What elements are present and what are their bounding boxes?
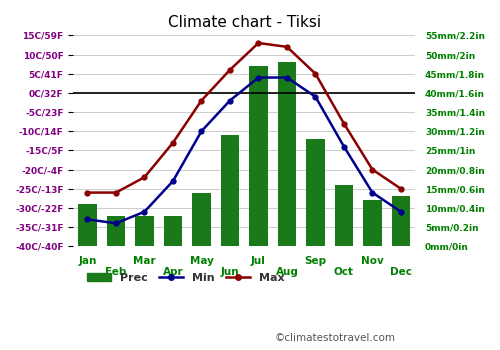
Bar xyxy=(164,216,182,246)
Text: Jul: Jul xyxy=(251,256,266,266)
Title: Climate chart - Tiksi: Climate chart - Tiksi xyxy=(168,15,321,30)
Bar xyxy=(192,193,210,246)
Bar xyxy=(334,185,353,246)
Text: Dec: Dec xyxy=(390,267,412,277)
Text: Mar: Mar xyxy=(133,256,156,266)
Bar xyxy=(249,66,268,246)
Text: Nov: Nov xyxy=(361,256,384,266)
Bar xyxy=(135,216,154,246)
Text: Jan: Jan xyxy=(78,256,96,266)
Text: Jun: Jun xyxy=(220,267,240,277)
Bar xyxy=(306,139,324,246)
Text: Sep: Sep xyxy=(304,256,326,266)
Bar xyxy=(220,135,239,246)
Bar xyxy=(106,216,125,246)
Legend: Prec, Min, Max: Prec, Min, Max xyxy=(82,268,290,287)
Text: May: May xyxy=(190,256,214,266)
Text: ©climatestotravel.com: ©climatestotravel.com xyxy=(275,333,396,343)
Text: Aug: Aug xyxy=(276,267,298,277)
Bar xyxy=(363,200,382,246)
Bar xyxy=(78,204,96,246)
Bar xyxy=(392,196,410,246)
Bar xyxy=(278,62,296,246)
Text: Feb: Feb xyxy=(106,267,126,277)
Text: Oct: Oct xyxy=(334,267,354,277)
Text: Apr: Apr xyxy=(162,267,184,277)
